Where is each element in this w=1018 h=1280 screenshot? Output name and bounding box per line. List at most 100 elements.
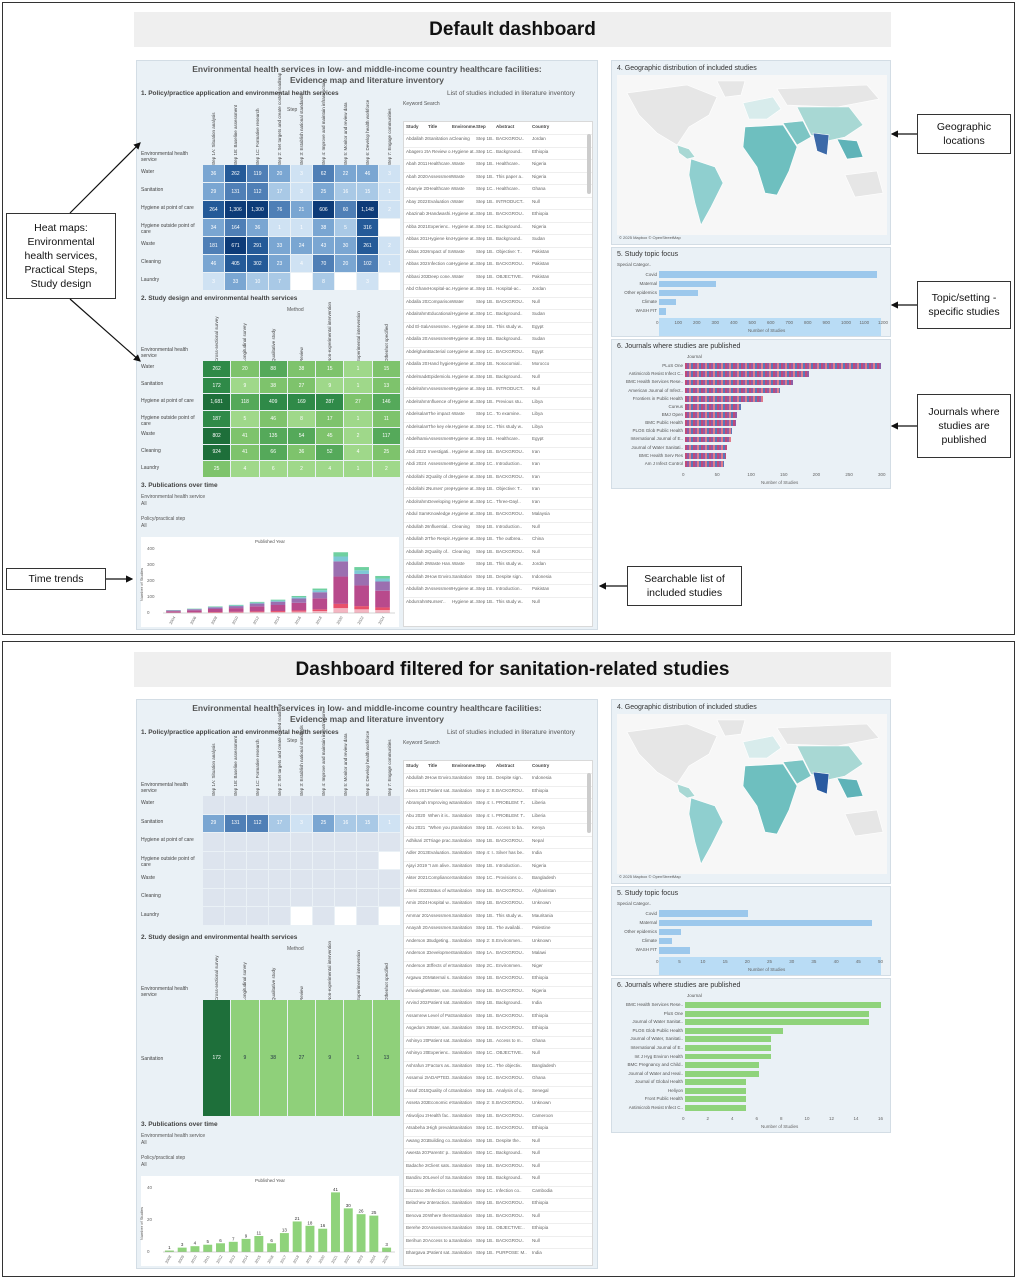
bot-journals-bar[interactable]	[685, 1019, 869, 1026]
top-hm2-cell[interactable]: 118	[231, 394, 259, 411]
top-journals-bar[interactable]	[685, 444, 728, 451]
bot-hm1-cell[interactable]	[203, 851, 224, 870]
bot-list-scrollbar[interactable]	[587, 773, 591, 833]
top-map-greenland[interactable]	[716, 80, 746, 98]
top-hm2-cell[interactable]: 25	[372, 444, 400, 461]
top-list-row[interactable]: Abdullah 2021Influential..Cleaning Step 1…	[404, 521, 592, 535]
bot-hm1-cell[interactable]	[335, 870, 356, 888]
top-hm2-cell[interactable]: 1	[344, 461, 372, 477]
bot-hm1-cell[interactable]	[357, 796, 378, 814]
top-pub-bar-segment[interactable]	[333, 561, 349, 577]
bot-map-middle-east[interactable]	[782, 759, 812, 785]
bot-hm1-cell[interactable]	[313, 907, 334, 925]
top-hm1-cell[interactable]: 164	[225, 219, 246, 236]
top-hm1-cell[interactable]: 17	[269, 183, 290, 200]
top-hm2-cell[interactable]: 262	[203, 361, 231, 377]
bot-hm1-cell[interactable]	[313, 851, 334, 870]
top-hm1-cell[interactable]: 302	[247, 255, 268, 272]
bot-pub-bar[interactable]	[203, 1244, 213, 1252]
bot-hm1-cell[interactable]	[247, 870, 268, 888]
top-pub-bar-segment[interactable]	[187, 610, 202, 613]
top-hm1-cell[interactable]: 291	[247, 237, 268, 254]
top-list-row[interactable]: Abd Ghanem..Hospital-ac..Hygiene at..Ste…	[404, 284, 592, 297]
top-hm2-cell[interactable]: 13	[372, 377, 400, 394]
bot-list-row[interactable]: Atiwoljou 2.. Health fac.. Sanitation Step …	[404, 1110, 592, 1124]
bot-hm1-cell[interactable]	[379, 851, 400, 870]
bot-journals-bar[interactable]	[685, 1027, 783, 1034]
top-list-row[interactable]: Abdolrahman 2022Developing hand hygiene.…	[404, 496, 592, 510]
bot-map-asia[interactable]	[796, 745, 864, 781]
bot-list-row[interactable]: Adhikari 20..Triage prac..SanitationStep…	[404, 835, 592, 849]
top-hm1-cell[interactable]: 21	[291, 201, 312, 218]
top-hm1-cell[interactable]: 36	[203, 165, 224, 182]
top-pub-bar-segment[interactable]	[354, 606, 369, 610]
top-pub-bar-segment[interactable]	[270, 611, 286, 612]
bot-list-header-cell[interactable]: Study	[406, 763, 419, 768]
top-list-row[interactable]: Abdelrahman 2017Assessment of..Hygiene a…	[404, 384, 592, 397]
top-topic-bar[interactable]	[659, 308, 667, 315]
top-pub-bar-segment[interactable]	[228, 605, 244, 607]
top-hm2-cell[interactable]: 146	[372, 394, 400, 411]
bot-list-header-cell[interactable]: Abstract	[496, 763, 515, 768]
bot-hm1-cell[interactable]	[335, 796, 356, 814]
bot-list-row[interactable]: Adler 2013 Evaluation.. Sanitation Step 4: …	[404, 848, 592, 861]
top-list-row[interactable]: Abah 2011 Healthcare.. Waste Step 1B.. Healt…	[404, 159, 592, 172]
top-hm2-cell[interactable]: 41	[231, 427, 259, 444]
top-list-header-cell[interactable]: Environme...	[452, 124, 476, 129]
top-pub-bar-segment[interactable]	[291, 610, 307, 612]
top-hm1-cell[interactable]: 22	[335, 165, 356, 182]
top-pub-bar-segment[interactable]	[312, 592, 328, 599]
top-pub-bar-segment[interactable]	[333, 556, 349, 562]
top-hm1-cell[interactable]: 2	[379, 201, 400, 218]
bot-list-header-cell[interactable]: Step	[476, 763, 486, 768]
top-pub-bar-segment[interactable]	[375, 581, 390, 591]
bot-hm1-cell[interactable]	[291, 907, 312, 925]
bot-pub-bar[interactable]	[343, 1208, 353, 1252]
top-hm1-cell[interactable]: 20	[335, 255, 356, 272]
top-hm1-cell[interactable]: 671	[225, 237, 246, 254]
top-hm2-cell[interactable]: 187	[203, 411, 231, 427]
top-hm2-cell[interactable]: 27	[287, 377, 316, 394]
bot-pub-bar[interactable]	[164, 1250, 174, 1252]
bot-hm1-cell[interactable]: 1	[379, 814, 400, 833]
bot-list-row[interactable]: Bazzano 2015Infection co..SanitationStep…	[404, 1185, 592, 1199]
top-map-southeast-asia[interactable]	[836, 138, 864, 160]
top-pub-bar-segment[interactable]	[228, 604, 244, 606]
bot-hm1-cell[interactable]	[291, 888, 312, 907]
top-hm2-cell[interactable]: 172	[203, 377, 231, 394]
bot-hm1-cell[interactable]	[357, 833, 378, 851]
bot-map-south-america[interactable]	[688, 797, 724, 865]
top-pub-bar-segment[interactable]	[354, 570, 369, 574]
bot-list-row[interactable]: Abrampah 2017Improving water, sani..Sani…	[404, 798, 592, 811]
bot-hm1-cell[interactable]: 131	[225, 814, 246, 833]
bot-hm1-cell[interactable]	[379, 870, 400, 888]
top-pub-bar-segment[interactable]	[228, 611, 244, 613]
bot-map-russia[interactable]	[776, 723, 880, 747]
bot-hm1-cell[interactable]	[225, 851, 246, 870]
top-pub-bar-segment[interactable]	[207, 612, 223, 613]
top-pub-bar-segment[interactable]	[312, 598, 328, 610]
top-hm1-cell[interactable]: 1	[269, 219, 290, 236]
bot-map-greenland[interactable]	[716, 719, 746, 737]
top-pub-bar-segment[interactable]	[187, 609, 202, 611]
top-pub-bar-segment[interactable]	[354, 585, 369, 607]
bot-hm1-cell[interactable]	[357, 907, 378, 925]
top-list-header-cell[interactable]: Step	[476, 124, 486, 129]
top-pub-bar-segment[interactable]	[333, 608, 349, 613]
top-list-row[interactable]: Abdelsalam 2019The impact of organis..Wa…	[404, 409, 592, 422]
top-hm2-cell[interactable]: 802	[203, 427, 231, 444]
top-list-row[interactable]: Abdalrahman 2018Educational intervention…	[404, 309, 592, 322]
top-hm1-cell[interactable]: 15	[357, 183, 378, 200]
top-hm2-cell[interactable]: 287	[316, 394, 344, 411]
top-hm1-cell[interactable]: 36	[247, 219, 268, 236]
top-pub-bar-segment[interactable]	[207, 606, 223, 608]
bot-hm1-cell[interactable]	[247, 833, 268, 851]
top-map-europe[interactable]	[742, 96, 782, 120]
bot-list-row[interactable]: Abera 2017 Patient sat.. Sanitation Step 2:…	[404, 785, 592, 799]
